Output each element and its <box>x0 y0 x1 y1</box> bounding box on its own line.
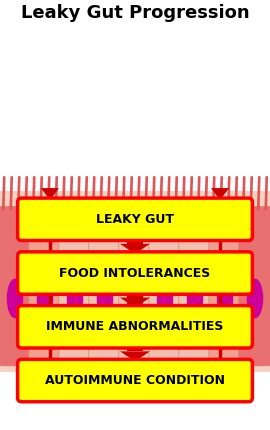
Text: AUTOIMMUNE CONDITION: AUTOIMMUNE CONDITION <box>45 374 225 387</box>
FancyBboxPatch shape <box>119 206 151 366</box>
Ellipse shape <box>157 279 173 318</box>
FancyBboxPatch shape <box>149 206 181 366</box>
Ellipse shape <box>217 279 233 318</box>
Text: IMMUNE ABNORMALITIES: IMMUNE ABNORMALITIES <box>46 320 224 333</box>
FancyBboxPatch shape <box>18 252 252 294</box>
FancyBboxPatch shape <box>18 198 252 240</box>
Polygon shape <box>120 298 150 307</box>
Ellipse shape <box>187 279 203 318</box>
Ellipse shape <box>37 279 53 318</box>
Ellipse shape <box>7 279 23 318</box>
Polygon shape <box>120 351 150 361</box>
FancyBboxPatch shape <box>179 206 211 366</box>
FancyBboxPatch shape <box>239 206 270 366</box>
FancyBboxPatch shape <box>0 206 31 366</box>
Polygon shape <box>120 244 150 254</box>
Ellipse shape <box>247 279 263 318</box>
Text: FOOD INTOLERANCES: FOOD INTOLERANCES <box>59 267 211 280</box>
FancyBboxPatch shape <box>209 206 241 366</box>
FancyBboxPatch shape <box>59 206 91 366</box>
Polygon shape <box>41 188 59 200</box>
Bar <box>0 191 270 372</box>
Ellipse shape <box>97 279 113 318</box>
Bar <box>127 239 143 244</box>
FancyBboxPatch shape <box>18 306 252 348</box>
Ellipse shape <box>67 279 83 318</box>
Bar <box>127 346 143 351</box>
Text: LEAKY GUT: LEAKY GUT <box>96 213 174 226</box>
FancyBboxPatch shape <box>29 206 61 366</box>
Bar <box>127 292 143 298</box>
Text: Leaky Gut Progression: Leaky Gut Progression <box>21 4 249 22</box>
FancyBboxPatch shape <box>18 359 252 402</box>
Polygon shape <box>211 188 229 200</box>
FancyBboxPatch shape <box>89 206 121 366</box>
Ellipse shape <box>127 279 143 318</box>
